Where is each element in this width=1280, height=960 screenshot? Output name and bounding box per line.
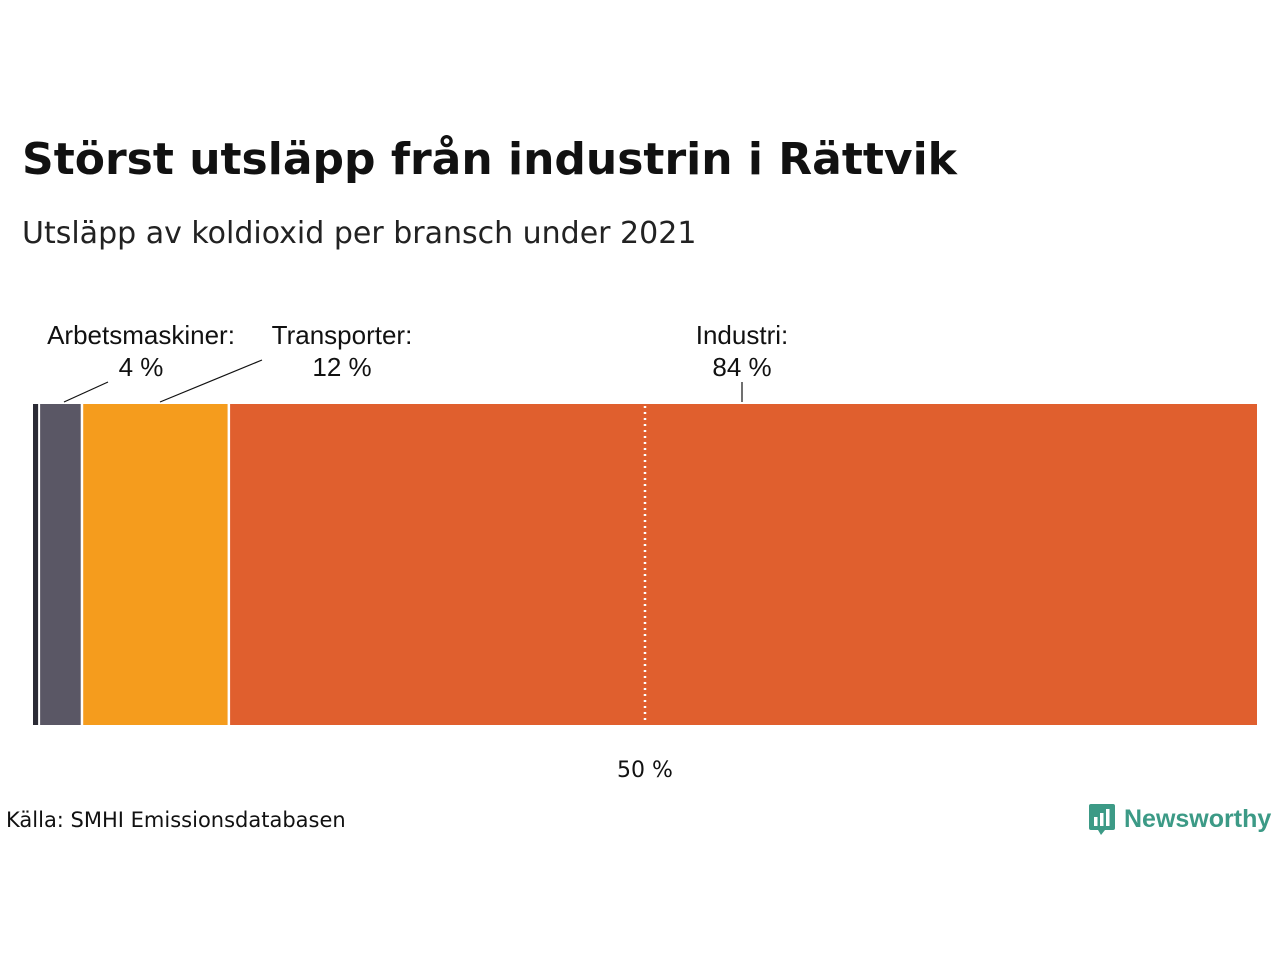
bar-segment-ovrigt [33, 404, 40, 725]
leader-line-arbetsmaskiner [63, 381, 109, 403]
label-value-industri: 84 % [712, 352, 771, 382]
reference-line-label: 50 % [617, 758, 673, 783]
label-name-transporter: Transporter: [272, 320, 413, 350]
chart-subtitle: Utsläpp av koldioxid per bransch under 2… [22, 216, 697, 251]
brand-name: Newsworthy [1124, 804, 1272, 833]
chart-title: Störst utsläpp från industrin i Rättvik [22, 134, 957, 185]
source-note: Källa: SMHI Emissionsdatabasen [6, 808, 346, 832]
label-name-industri: Industri: [696, 320, 789, 350]
leader-line-transporter [159, 359, 263, 403]
bar-segment-arbetsmaskiner [39, 404, 82, 725]
bar-segment-industri [228, 404, 1258, 725]
brand-logo[interactable]: Newsworthy [1088, 802, 1271, 836]
bar-segment-transporter [81, 404, 229, 725]
newsworthy-logo-icon [1089, 804, 1115, 835]
label-value-arbetsmaskiner: 4 % [119, 352, 164, 382]
stacked-bar-chart: 50 % Arbetsmaskiner:4 % Transporter:12 % In… [33, 320, 1258, 783]
label-name-arbetsmaskiner: Arbetsmaskiner: [47, 320, 235, 350]
label-value-transporter: 12 % [312, 352, 371, 382]
